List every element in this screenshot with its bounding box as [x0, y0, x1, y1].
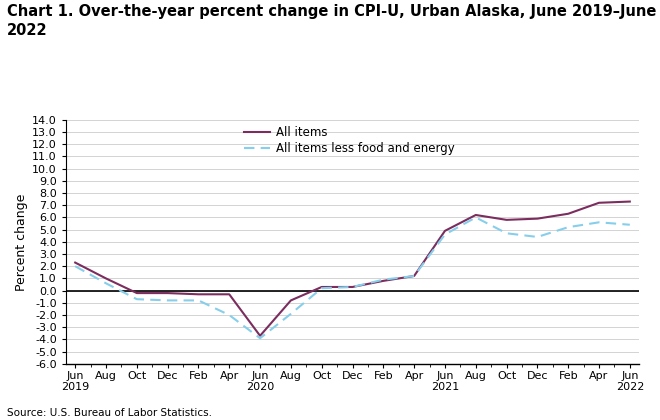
All items	[71, 260, 79, 265]
All items less food and energy	[225, 312, 233, 318]
All items less food and energy	[71, 264, 79, 269]
All items	[317, 284, 325, 289]
All items	[564, 211, 572, 216]
All items less food and energy	[317, 286, 325, 291]
All items less food and energy	[472, 215, 480, 220]
All items	[410, 273, 418, 278]
All items less food and energy	[287, 311, 295, 316]
All items less food and energy	[564, 225, 572, 230]
All items	[195, 292, 203, 297]
All items less food and energy	[164, 298, 172, 303]
Text: Source: U.S. Bureau of Labor Statistics.: Source: U.S. Bureau of Labor Statistics.	[7, 408, 212, 418]
All items	[287, 298, 295, 303]
All items	[595, 200, 603, 205]
Text: Chart 1. Over-the-year percent change in CPI-U, Urban Alaska, June 2019–June
202: Chart 1. Over-the-year percent change in…	[7, 4, 656, 38]
All items less food and energy	[348, 284, 356, 289]
All items	[441, 228, 449, 234]
All items	[533, 216, 541, 221]
All items	[503, 217, 511, 222]
All items	[348, 284, 356, 289]
All items less food and energy	[503, 231, 511, 236]
All items less food and energy	[102, 281, 110, 286]
All items	[472, 213, 480, 218]
Y-axis label: Percent change: Percent change	[15, 193, 28, 291]
Line: All items less food and energy: All items less food and energy	[75, 218, 630, 338]
All items	[626, 199, 634, 204]
All items	[256, 333, 264, 338]
All items less food and energy	[379, 277, 387, 282]
All items	[164, 291, 172, 296]
All items less food and energy	[533, 234, 541, 239]
All items	[133, 291, 141, 296]
Line: All items: All items	[75, 202, 630, 336]
All items	[225, 292, 233, 297]
All items less food and energy	[133, 297, 141, 302]
All items less food and energy	[441, 232, 449, 237]
Legend: All items, All items less food and energy: All items, All items less food and energ…	[244, 126, 454, 155]
All items less food and energy	[595, 220, 603, 225]
All items less food and energy	[410, 273, 418, 278]
All items less food and energy	[256, 336, 264, 341]
All items	[379, 278, 387, 284]
All items less food and energy	[626, 222, 634, 227]
All items	[102, 276, 110, 281]
All items less food and energy	[195, 298, 203, 303]
